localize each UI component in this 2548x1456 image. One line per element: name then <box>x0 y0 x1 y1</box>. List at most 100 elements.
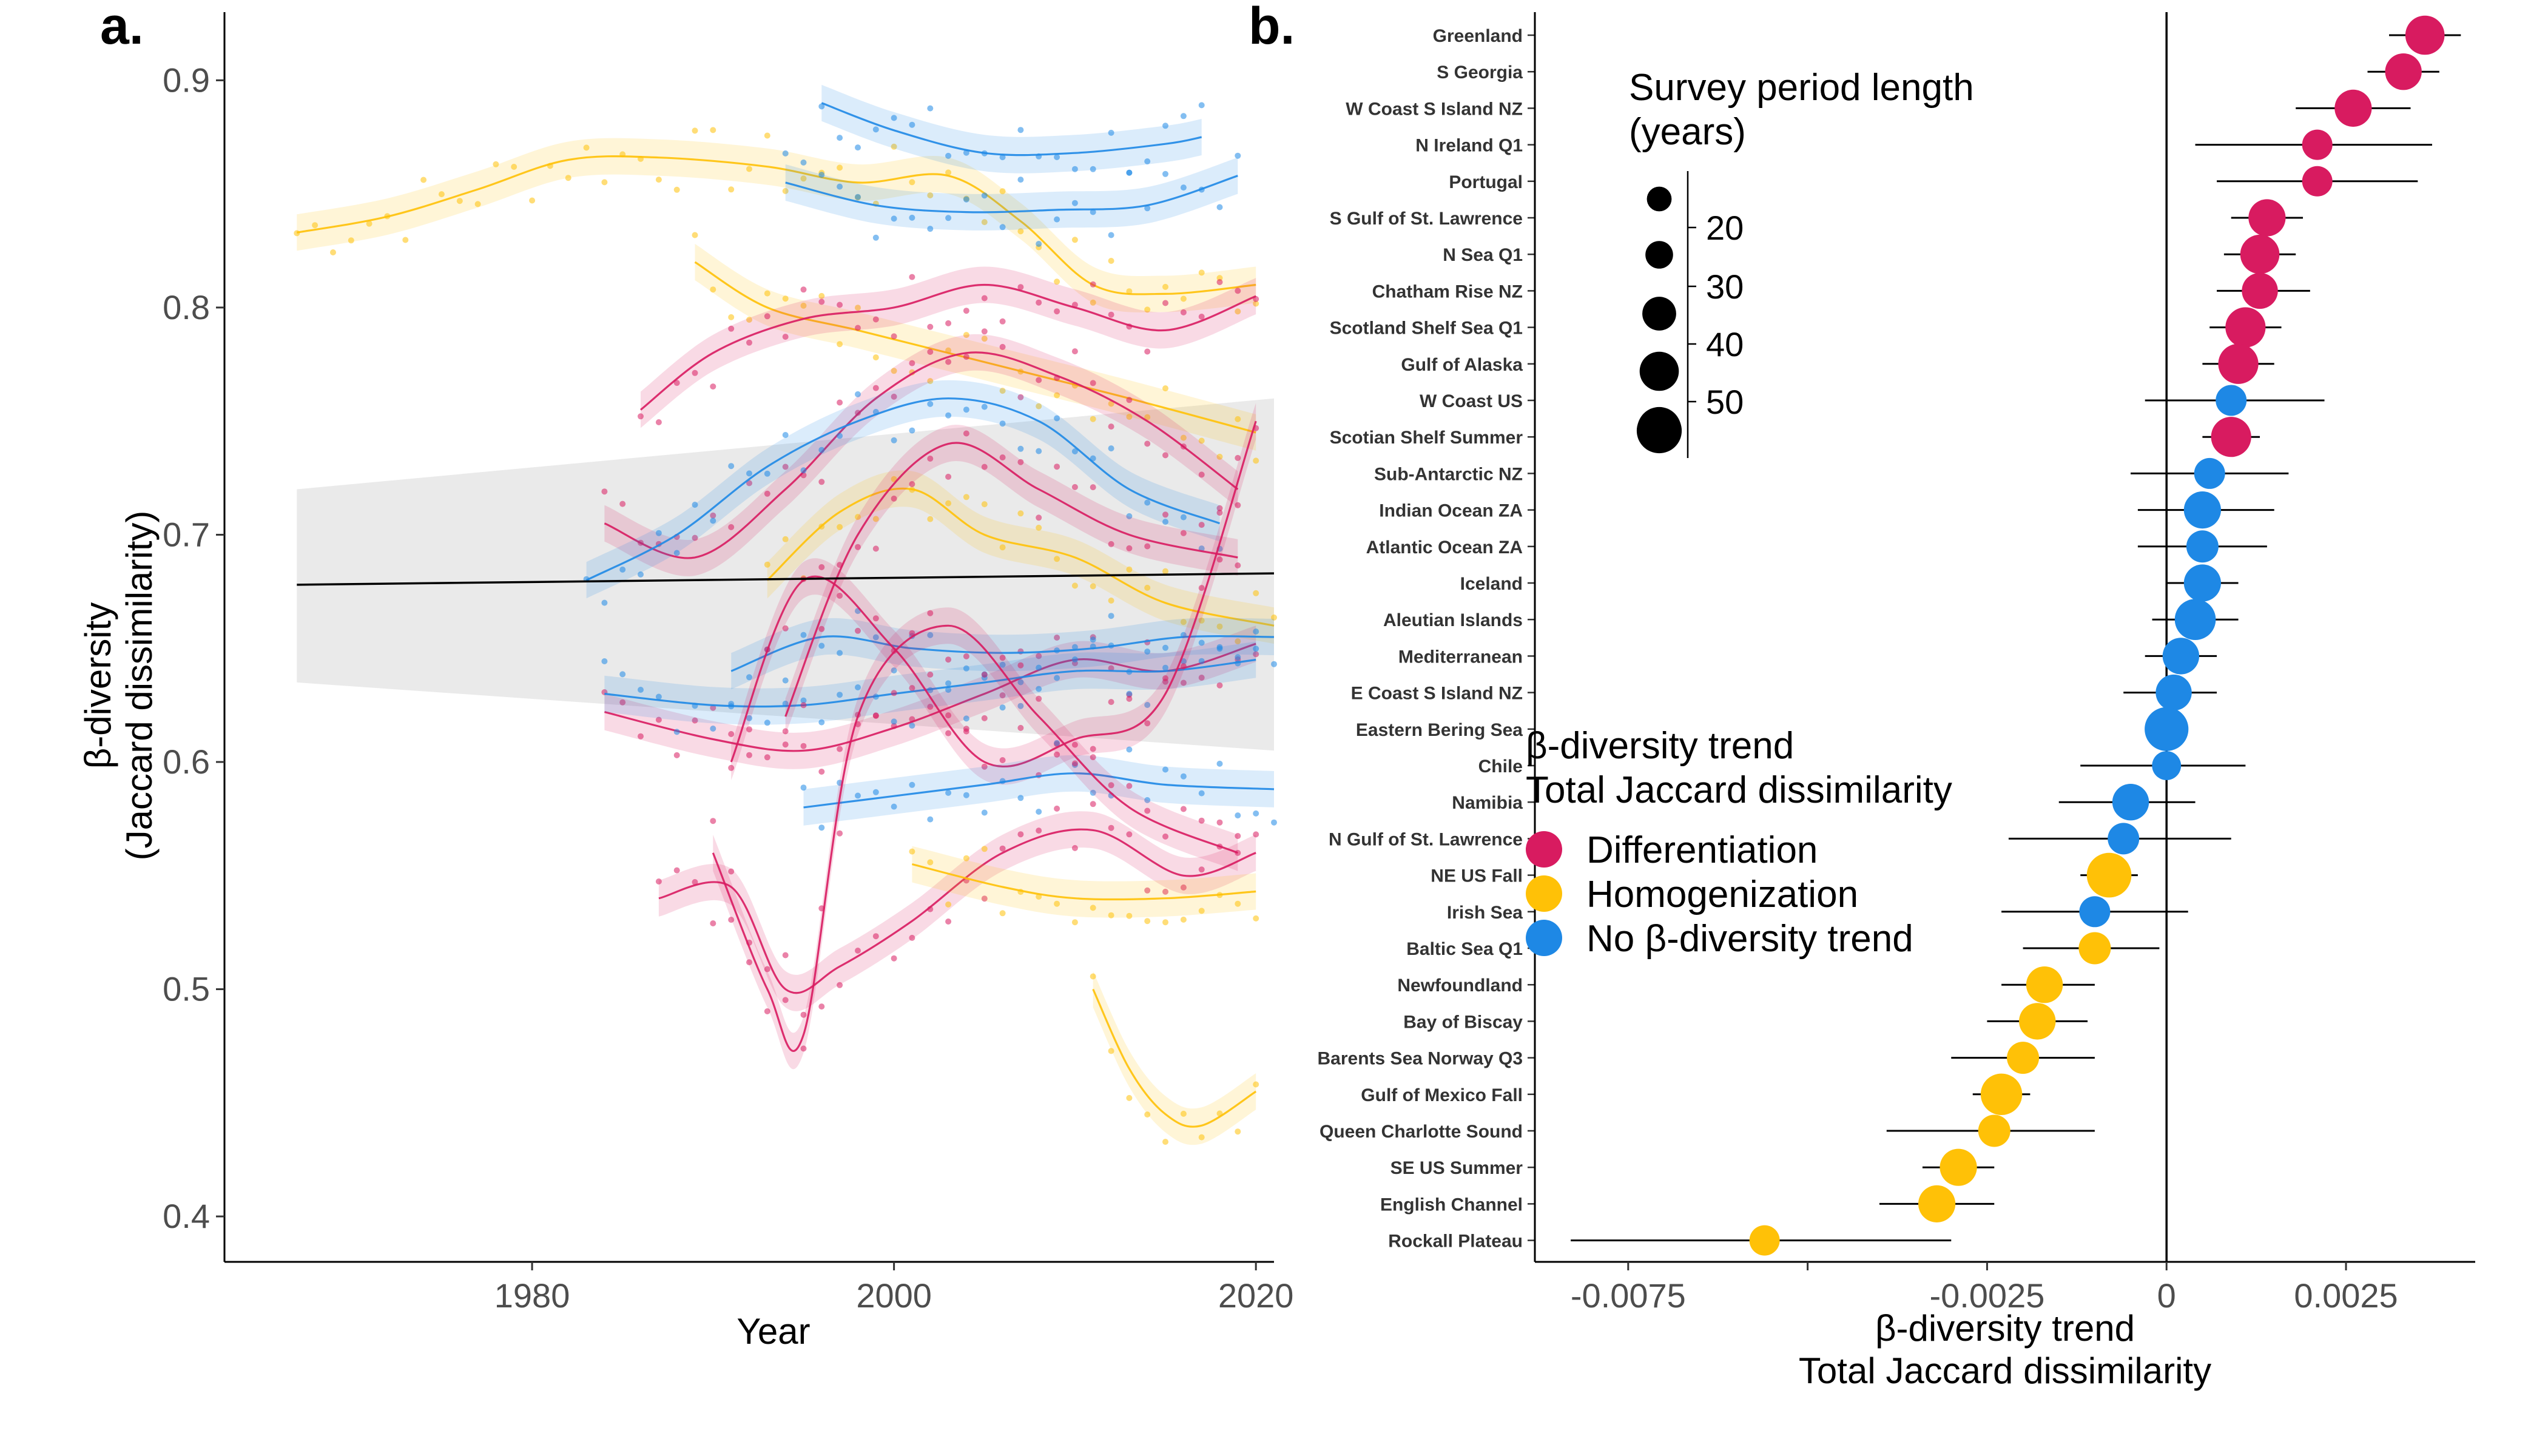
series-point <box>1198 866 1205 873</box>
series-point <box>673 752 680 758</box>
panel-b-axes: -0.0075 -0.0025 0 0.0025 <box>1534 12 2475 1315</box>
series-point <box>1253 810 1259 817</box>
series-point <box>456 198 463 204</box>
series-point <box>909 121 915 128</box>
size-key-30 <box>1642 297 1676 331</box>
series-point <box>1216 645 1223 652</box>
series-point <box>927 610 934 616</box>
series-point <box>872 712 879 719</box>
series-point <box>837 593 843 599</box>
series-point <box>728 731 735 737</box>
series-point <box>1090 905 1096 911</box>
series-point <box>294 230 300 237</box>
series-point <box>782 187 789 194</box>
series-point <box>909 848 915 855</box>
series-point <box>1271 819 1277 826</box>
series-12 <box>728 403 1259 785</box>
series-point <box>1071 448 1078 454</box>
series-point <box>800 467 807 474</box>
survey-label: SE US Summer <box>1390 1158 1523 1178</box>
series-point <box>818 564 825 570</box>
y-tick-label: 0.9 <box>163 61 210 99</box>
series-point <box>909 481 915 487</box>
survey-label: E Coast S Island NZ <box>1351 684 1523 704</box>
trend-point <box>2218 343 2259 384</box>
series-line <box>604 351 1239 559</box>
series-point <box>1180 184 1187 191</box>
series-point <box>800 784 807 791</box>
series-point <box>927 192 934 198</box>
trend-point <box>2079 896 2111 928</box>
series-point <box>673 729 680 735</box>
series-point <box>1054 675 1060 681</box>
series-ribbon <box>297 138 1256 312</box>
survey-label: S Georgia <box>1437 62 1523 83</box>
series-point <box>728 701 735 707</box>
series-point <box>655 419 662 425</box>
series-point <box>872 234 879 241</box>
series-point <box>963 494 969 500</box>
series-point <box>927 349 934 355</box>
series-point <box>728 325 735 332</box>
series-ribbon <box>785 157 1238 231</box>
series-point <box>891 718 897 725</box>
series-point <box>909 214 915 221</box>
series-point <box>909 427 915 434</box>
series-line <box>730 635 1275 672</box>
trend-point <box>2225 307 2266 348</box>
series-point <box>1090 380 1096 386</box>
series-point <box>1162 568 1168 575</box>
series-point <box>1108 782 1114 789</box>
series-point <box>999 154 1006 161</box>
series-point <box>1108 258 1114 264</box>
series-point <box>981 335 988 342</box>
series-point <box>999 318 1006 325</box>
series-point <box>1216 453 1223 460</box>
y-tick-label: 0.4 <box>163 1197 210 1235</box>
series-point <box>1235 152 1241 159</box>
series-point <box>655 530 662 536</box>
series-point <box>1126 288 1133 295</box>
series-point <box>1036 299 1042 306</box>
series-point <box>945 169 952 176</box>
series-point <box>945 680 952 687</box>
series-point <box>891 437 897 443</box>
series-point <box>1071 200 1078 206</box>
series-point <box>655 716 662 723</box>
series-line <box>658 828 1256 994</box>
series-point <box>1144 649 1151 655</box>
size-legend-title-line2: (years) <box>1629 111 1746 153</box>
series-point <box>1126 746 1133 753</box>
series-line <box>604 658 1256 708</box>
series-point <box>909 934 915 941</box>
series-ribbon <box>785 425 1238 735</box>
series-point <box>1090 754 1096 761</box>
survey-label: Barents Sea Norway Q3 <box>1318 1049 1523 1069</box>
series-point <box>963 653 969 659</box>
series-point <box>927 400 934 407</box>
series-point <box>1036 377 1042 383</box>
overall-trend-ci <box>297 398 1275 751</box>
series-point <box>1198 908 1205 914</box>
series-point <box>1144 918 1151 925</box>
series-point <box>999 845 1006 852</box>
survey-label: Baltic Sea Q1 <box>1406 939 1523 959</box>
series-line <box>297 155 1256 295</box>
series-ribbon <box>767 470 1274 644</box>
series-3 <box>782 150 1241 247</box>
series-point <box>800 286 807 293</box>
series-point <box>1253 1081 1259 1088</box>
trend-legend-title-line2: Total Jaccard dissimilarity <box>1526 769 1952 811</box>
trend-point <box>1980 1073 2023 1116</box>
survey-label: Portugal <box>1449 172 1523 192</box>
series-point <box>764 490 770 497</box>
series-point <box>438 191 445 198</box>
series-line <box>730 420 1257 768</box>
series-point <box>837 164 843 171</box>
series-point <box>1162 519 1168 525</box>
series-point <box>1180 658 1187 664</box>
series-point <box>999 910 1006 917</box>
series-point <box>855 684 861 690</box>
series-point <box>1126 783 1133 789</box>
series-point <box>981 403 988 410</box>
